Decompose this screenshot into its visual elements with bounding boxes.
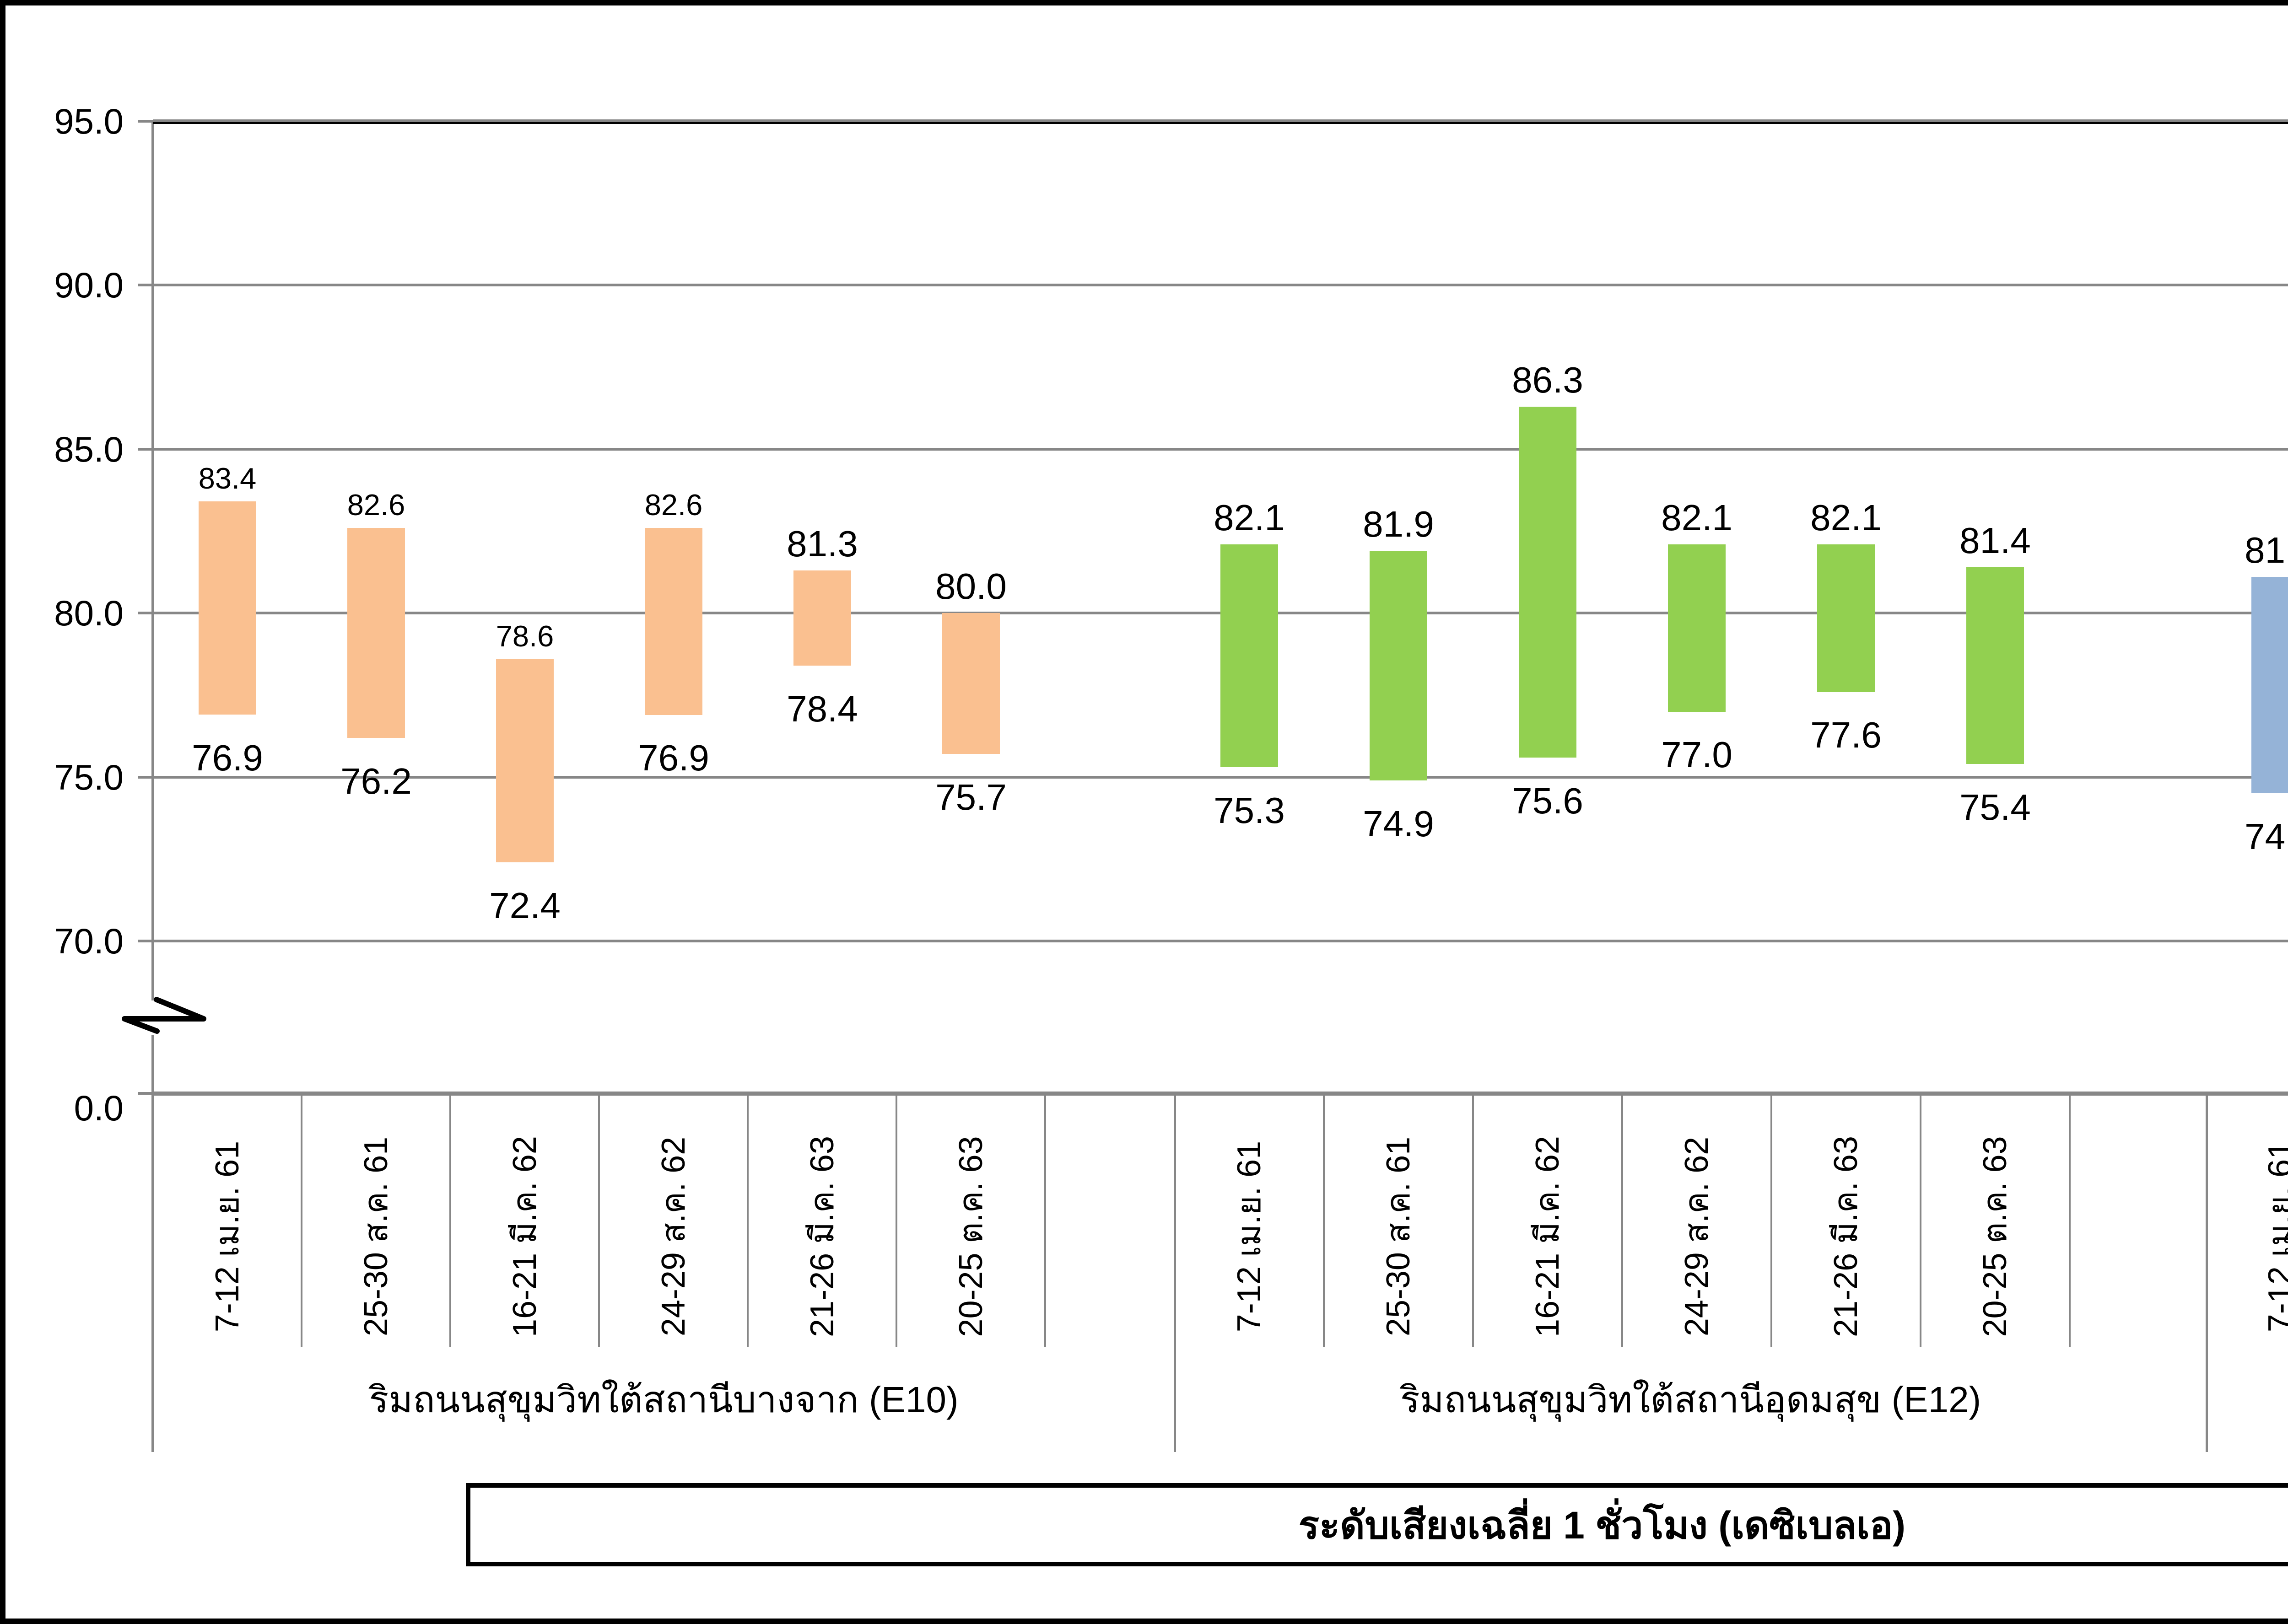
gridline <box>153 284 2288 286</box>
gridline <box>153 940 2288 942</box>
bar-high-label: 82.1 <box>1810 497 1882 538</box>
y-axis-tick <box>138 940 153 942</box>
bar-high-label: 81.9 <box>1363 504 1434 544</box>
x-axis-line <box>153 1092 2288 1096</box>
gridline <box>153 448 2288 451</box>
range-bar <box>942 613 1000 754</box>
date-cell-separator <box>1920 1093 1921 1347</box>
bar-high-label: 82.1 <box>1214 497 1285 538</box>
date-cell-separator <box>1621 1093 1623 1347</box>
date-label: 7-12 เม.ย. 61 <box>1231 1140 1268 1333</box>
range-bar <box>199 501 256 715</box>
date-cell-separator <box>896 1093 897 1347</box>
bar-low-label: 72.4 <box>489 885 561 926</box>
date-label: 7-12 เม.ย. 61 <box>2262 1140 2288 1333</box>
bar-high-label: 78.6 <box>496 619 554 653</box>
y-axis-tick-label: 70.0 <box>54 921 124 961</box>
y-axis-tick-label: 75.0 <box>54 757 124 797</box>
bar-low-label: 76.9 <box>638 737 709 778</box>
date-cell-separator <box>301 1093 302 1347</box>
date-label: 25-30 ส.ค. 61 <box>358 1136 394 1337</box>
bar-low-label: 75.7 <box>935 777 1007 817</box>
range-bar <box>1966 567 2024 764</box>
date-cell-separator <box>1770 1093 1772 1347</box>
group-label: ริมถนนสุขุมวิทใต้สถานีแบริ่ง (E14) <box>2207 1347 2288 1452</box>
y-axis-tick-label: 90.0 <box>54 265 124 305</box>
chart-title: ระดับเสียงเฉลี่ย 1 ชั่วโมง (เดซิเบลเอ) <box>1298 1504 1906 1547</box>
gridline <box>153 776 2288 779</box>
bar-low-label: 78.4 <box>787 688 858 729</box>
group-boundary-line <box>1174 1093 1176 1452</box>
group-label: ริมถนนสุขุมวิทใต้สถานีอุดมสุข (E12) <box>1400 1379 1981 1420</box>
y-axis-tick <box>138 448 153 451</box>
date-label: 20-25 ต.ค. 63 <box>953 1136 989 1337</box>
axis-break-icon <box>122 997 206 1034</box>
bar-low-label: 74.9 <box>1363 803 1434 844</box>
bar-high-label: 81.3 <box>787 523 858 564</box>
y-axis-tick <box>138 1092 153 1095</box>
bar-high-label: 86.3 <box>1512 360 1583 400</box>
y-axis-tick-label: 95.0 <box>54 101 124 141</box>
bar-low-label: 76.9 <box>192 737 263 778</box>
y-axis-tick <box>138 120 153 123</box>
plot-top-border-accent <box>153 122 2288 124</box>
bar-low-label: 77.6 <box>1810 715 1882 755</box>
bar-high-label: 83.4 <box>198 462 257 495</box>
date-cell-separator <box>598 1093 600 1347</box>
group-boundary-line <box>2206 1093 2208 1452</box>
plot-top-border <box>153 119 2288 122</box>
chart-title-box: ระดับเสียงเฉลี่ย 1 ชั่วโมง (เดซิเบลเอ) <box>466 1483 2288 1566</box>
range-bar <box>347 528 405 738</box>
bar-high-label: 80.0 <box>935 566 1007 607</box>
range-bar <box>1370 551 1427 780</box>
bar-high-label: 82.1 <box>1661 497 1732 538</box>
date-label: 16-21 มี.ค. 62 <box>507 1136 543 1337</box>
range-bar <box>645 528 702 715</box>
date-label: 25-30 ส.ค. 61 <box>1380 1136 1417 1337</box>
y-axis-line <box>151 1035 154 1452</box>
range-bar <box>1817 544 1875 692</box>
range-bar <box>1668 544 1726 712</box>
range-bar <box>2251 577 2288 793</box>
y-axis-tick-label: 80.0 <box>54 593 124 633</box>
date-label: 7-12 เม.ย. 61 <box>209 1140 246 1333</box>
bar-low-label: 74.5 <box>2245 816 2288 857</box>
bar-low-label: 75.4 <box>1959 787 2031 828</box>
group-label: ริมถนนสุขุมวิทใต้สถานีบางจาก (E10) <box>369 1379 959 1420</box>
y-axis-tick-label: 0.0 <box>74 1088 124 1128</box>
y-axis-tick <box>138 612 153 614</box>
date-cell-separator <box>449 1093 451 1347</box>
date-cell-separator <box>2069 1093 2071 1347</box>
range-bar <box>496 659 554 862</box>
bar-low-label: 75.6 <box>1512 780 1583 821</box>
range-bar <box>793 570 851 666</box>
bar-high-label: 81.1 <box>2245 530 2288 570</box>
date-cell-separator <box>1044 1093 1046 1347</box>
y-axis-tick-label: 85.0 <box>54 429 124 469</box>
bar-low-label: 75.3 <box>1214 790 1285 831</box>
date-label: 24-29 ส.ค. 62 <box>1678 1136 1715 1337</box>
date-label: 16-21 มี.ค. 62 <box>1529 1136 1566 1337</box>
range-bar <box>1519 407 1576 758</box>
date-label: 21-26 มี.ค. 63 <box>804 1136 841 1337</box>
date-cell-separator <box>747 1093 749 1347</box>
range-bar <box>1220 544 1278 767</box>
bar-high-label: 82.6 <box>347 488 405 522</box>
bar-low-label: 77.0 <box>1661 734 1732 775</box>
date-cell-separator <box>1472 1093 1474 1347</box>
date-label: 24-29 ส.ค. 62 <box>655 1136 692 1337</box>
y-axis-tick <box>138 284 153 286</box>
y-axis-line <box>151 121 154 1000</box>
date-cell-separator <box>1323 1093 1325 1347</box>
date-label: 21-26 มี.ค. 63 <box>1828 1136 1864 1337</box>
date-label: 20-25 ต.ค. 63 <box>1977 1136 2013 1337</box>
bar-low-label: 76.2 <box>340 761 412 801</box>
bar-high-label: 82.6 <box>644 488 703 522</box>
y-axis-tick <box>138 776 153 779</box>
bar-high-label: 81.4 <box>1959 520 2031 561</box>
